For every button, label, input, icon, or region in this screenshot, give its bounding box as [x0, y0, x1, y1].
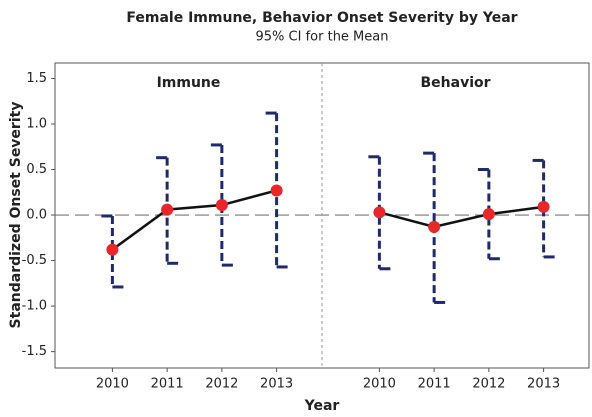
y-tick-label: 1.5 [26, 71, 47, 86]
x-tick-label: 2012 [205, 377, 238, 392]
error-bar [101, 214, 124, 289]
panel-label: Immune [157, 75, 221, 91]
y-tick-label: -1.5 [22, 344, 47, 359]
mean-point [106, 243, 119, 256]
mean-point [270, 184, 283, 197]
y-tick-label: 1.0 [26, 117, 47, 132]
mean-line [379, 205, 544, 229]
mean-line [111, 189, 277, 251]
x-tick-label: 2013 [260, 377, 293, 392]
x-tick-label: 2012 [472, 377, 505, 392]
mean-point [373, 206, 386, 219]
y-tick-label: -1.0 [22, 299, 47, 314]
y-tick-label: -0.5 [22, 253, 47, 268]
x-tick-label: 2011 [418, 377, 451, 392]
x-tick-label: 2010 [363, 377, 396, 392]
y-tick-label: 0.0 [26, 208, 47, 223]
y-tick-label: 0.5 [26, 162, 47, 177]
x-tick-label: 2011 [151, 377, 184, 392]
x-axis-label: Year [304, 398, 340, 414]
mean-point [482, 208, 495, 221]
chart-title: Female Immune, Behavior Onset Severity b… [126, 10, 517, 26]
error-bar [477, 168, 500, 261]
mean-point [215, 199, 228, 212]
mean-point [537, 200, 550, 213]
panel-label: Behavior [420, 75, 490, 91]
x-tick-label: 2010 [96, 377, 129, 392]
mean-point [161, 203, 174, 216]
x-tick-label: 2013 [527, 377, 560, 392]
mean-point [428, 220, 441, 233]
y-axis-label: Standardized Onset Severity [8, 102, 24, 329]
chart-subtitle: 95% CI for the Mean [256, 30, 389, 45]
